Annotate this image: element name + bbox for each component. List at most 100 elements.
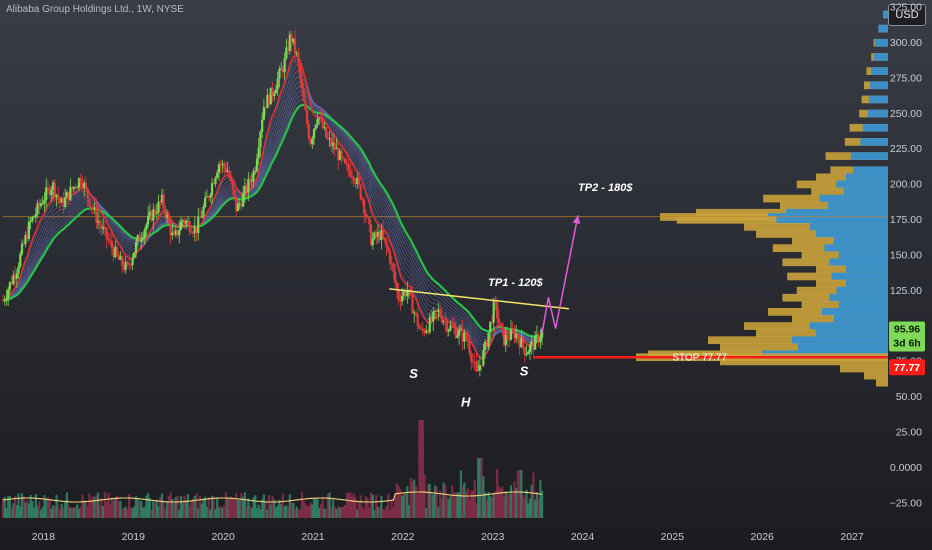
candle-body-277: [480, 365, 483, 367]
candle-body-67: [117, 254, 120, 260]
candle-body-101: [176, 230, 179, 236]
volume-bar-89: [155, 499, 158, 518]
volume-bar-302: [523, 497, 526, 518]
candle-body-280: [485, 341, 488, 347]
candle-body-270: [468, 342, 471, 353]
volume-bar-2: [5, 508, 8, 518]
volume-bar-297: [515, 488, 518, 518]
candle-body-37: [65, 191, 69, 198]
volume-bar-48: [84, 500, 88, 518]
candle-body-73: [128, 263, 131, 265]
candle-body-296: [513, 330, 516, 339]
candle-body-4: [8, 282, 12, 290]
neckline[interactable]: [389, 288, 570, 310]
candle-body-83: [145, 224, 148, 230]
volume-bar-37: [65, 492, 69, 518]
volume-bar-306: [530, 484, 533, 518]
volume-bar-278: [482, 476, 485, 518]
volume-bar-272: [471, 490, 475, 518]
volume-bar-5: [10, 507, 13, 518]
price-tick-14: −25.00: [890, 497, 923, 509]
candle-body-233: [404, 291, 407, 297]
time-axis[interactable]: 2018 2019 2020 2021 2022 2023 2024 2025 2026 2027: [32, 531, 864, 543]
volume-bar-61: [107, 492, 110, 518]
candle-body-62: [109, 240, 112, 242]
candle-body-98: [171, 232, 174, 236]
candle-body-303: [525, 354, 528, 356]
candle-body-74: [129, 264, 132, 266]
volume-bar-296: [513, 481, 516, 518]
volume-bar-67: [117, 501, 120, 518]
candle-body-298: [516, 333, 519, 340]
volume-bar-181: [314, 499, 317, 518]
price-tick-5: 200.00: [890, 179, 922, 191]
profile-value-bar-35: [816, 329, 888, 337]
volume-bar-143: [248, 505, 252, 518]
candle-body-175: [304, 101, 307, 110]
volume-bar-51: [90, 499, 93, 518]
volume-bar-76: [133, 506, 136, 518]
candle-body-241: [418, 325, 421, 329]
volume-bar-72: [126, 509, 129, 518]
projection-path[interactable]: [541, 215, 579, 333]
volume-bar-113: [197, 508, 200, 518]
candle-body-178: [309, 138, 312, 145]
candle-body-182: [316, 119, 319, 125]
volume-bar-28: [50, 508, 53, 518]
candle-body-218: [378, 231, 381, 240]
candle-body-188: [326, 138, 329, 140]
volume-bar-42: [74, 506, 77, 518]
volume-bar-118: [205, 506, 208, 518]
candle-body-268: [464, 332, 468, 340]
candle-body-184: [319, 118, 323, 120]
candle-body-92: [160, 194, 164, 203]
candle-body-27: [48, 187, 51, 196]
candle-body-85: [148, 211, 151, 216]
candle-body-54: [95, 207, 98, 223]
candle-body-267: [463, 332, 466, 342]
candle-body-77: [134, 241, 138, 253]
candle-body-295: [511, 329, 514, 331]
volume-bar-260: [451, 485, 454, 518]
volume-bar-166: [288, 494, 291, 518]
volume-bar-125: [217, 507, 221, 518]
profile-value-bar-11: [853, 166, 888, 175]
volume-bar-203: [352, 493, 355, 518]
candle-body-217: [376, 231, 380, 237]
candle-body-132: [229, 177, 233, 182]
candle-body-135: [235, 196, 238, 212]
volume-bar-65: [114, 497, 117, 518]
candle-body-288: [499, 322, 502, 324]
candles: [1, 30, 544, 377]
candle-body-149: [259, 131, 262, 148]
volume-bar-258: [447, 499, 450, 518]
candle-body-105: [183, 220, 186, 224]
volume-bar-91: [159, 497, 162, 518]
candle-body-189: [328, 138, 331, 140]
candle-body-34: [60, 199, 63, 203]
volume-bar-96: [167, 496, 170, 518]
currency-button[interactable]: USD: [888, 4, 926, 26]
volume-bar-219: [380, 495, 383, 518]
candle-body-208: [361, 198, 364, 200]
volume-bar-273: [473, 479, 476, 518]
candle-body-121: [210, 183, 214, 196]
volume-bar-136: [236, 500, 240, 518]
volume-ma-line: [2, 491, 543, 503]
time-tick-8: 2026: [751, 531, 775, 543]
profile-value-bar-30: [829, 293, 888, 302]
volume-bar-229: [397, 486, 400, 518]
price-axis[interactable]: 325.00 300.00 275.00 250.00 225.00 200.00 175.…: [890, 2, 923, 510]
candle-body-287: [497, 318, 500, 323]
candle-body-9: [17, 266, 20, 274]
volume-bar-26: [46, 497, 50, 518]
profile-value-bar-15: [819, 194, 888, 203]
volume-bar-138: [240, 493, 243, 518]
volume-bar-252: [437, 507, 440, 518]
candle-body-230: [399, 300, 402, 302]
candle-body-95: [166, 215, 169, 218]
volume-bar-68: [119, 500, 122, 518]
volume-bar-240: [416, 493, 419, 518]
candle-body-281: [487, 332, 490, 347]
